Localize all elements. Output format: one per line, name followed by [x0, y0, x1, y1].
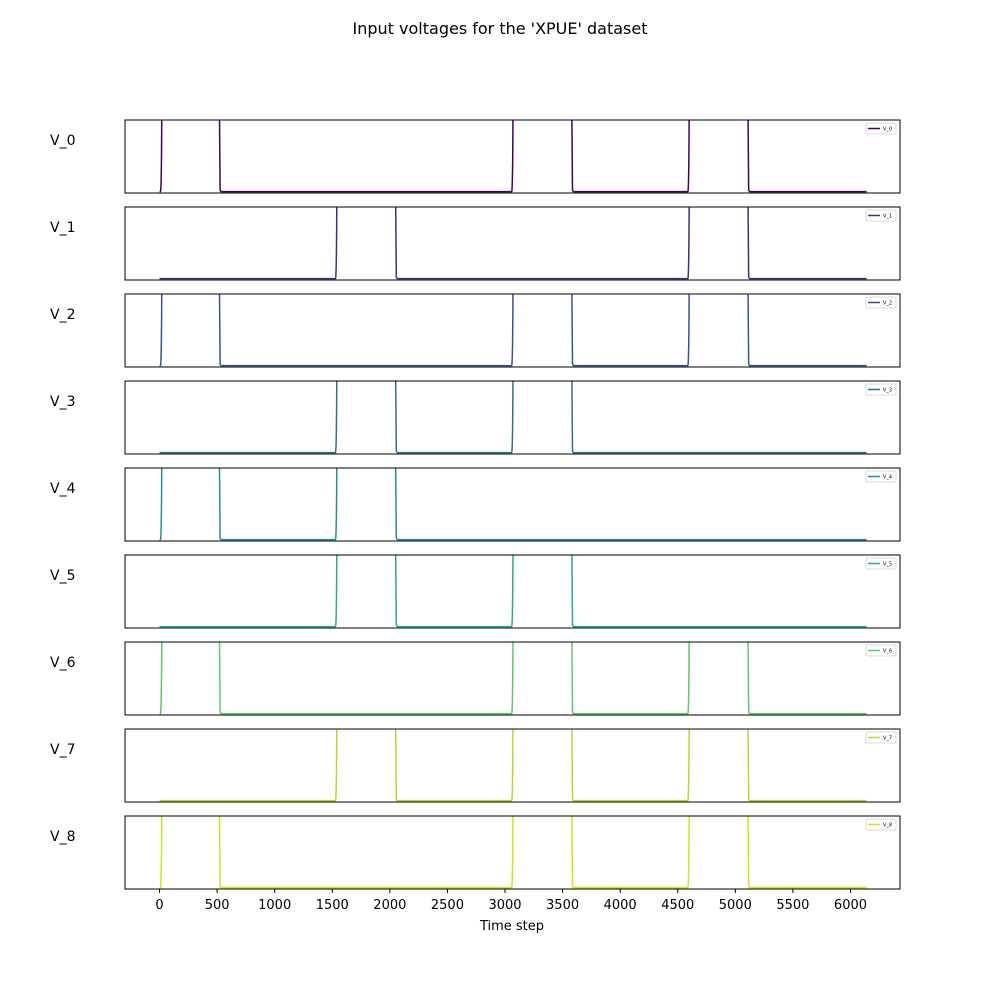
x-axis-label: Time step: [479, 919, 544, 934]
row-label: V_0: [50, 133, 75, 149]
series-line-V_5: [159, 555, 867, 628]
axes-frame: [124, 206, 901, 281]
x-tick-label: 4000: [604, 898, 637, 913]
legend: V_1: [865, 209, 897, 222]
x-tick-label: 3000: [488, 898, 521, 913]
row-label: V_2: [50, 307, 75, 323]
axes-frame: [124, 119, 901, 194]
axes-frame: [124, 728, 901, 803]
axes-frame: [124, 380, 901, 455]
legend-box: [865, 296, 897, 309]
axes-frame: [124, 554, 901, 629]
row-label: V_4: [50, 481, 76, 497]
row-label: V_5: [50, 568, 75, 584]
legend: V_7: [865, 731, 897, 744]
subplot-V_3: V_3 V_3: [50, 380, 901, 455]
x-tick-label: 4500: [661, 898, 694, 913]
legend-label: V_6: [883, 649, 892, 655]
legend-label: V_7: [883, 736, 892, 742]
series-line-V_6: [159, 642, 867, 715]
series-line-V_1: [159, 207, 867, 280]
series-line-V_2: [159, 294, 867, 367]
legend-label: V_5: [883, 562, 892, 568]
legend-box: [865, 383, 897, 396]
legend: V_8: [865, 818, 897, 831]
legend-label: V_3: [883, 388, 892, 394]
legend: V_6: [865, 644, 897, 657]
series-line-V_8: [159, 816, 867, 889]
x-tick-label: 5000: [719, 898, 752, 913]
subplot-V_0: V_0 V_0: [50, 119, 901, 194]
legend-label: V_0: [883, 127, 892, 133]
row-label: V_1: [50, 220, 75, 236]
series-line-V_0: [159, 120, 867, 193]
x-tick-label: 2000: [373, 898, 406, 913]
subplot-V_1: V_1 V_1: [50, 206, 901, 281]
subplot-V_4: V_4 V_4: [50, 467, 901, 542]
x-tick-label: 1000: [258, 898, 291, 913]
x-tick-label: 3500: [546, 898, 579, 913]
legend-box: [865, 818, 897, 831]
legend-box: [865, 209, 897, 222]
subplot-V_5: V_5 V_5: [50, 554, 901, 629]
legend-label: V_4: [883, 475, 892, 481]
legend: V_3: [865, 383, 897, 396]
legend: V_2: [865, 296, 897, 309]
x-axis: 0 500 1000 1500 2000 2500 3000 3500 4000 4500 5000…: [155, 889, 867, 913]
legend-box: [865, 557, 897, 570]
subplot-V_8: V_8 V_8: [50, 815, 901, 890]
row-label: V_8: [50, 829, 75, 845]
series-line-V_3: [159, 381, 867, 454]
subplot-V_2: V_2 V_2: [50, 293, 901, 368]
series-line-V_7: [159, 729, 867, 802]
legend-box: [865, 644, 897, 657]
row-label: V_7: [50, 742, 75, 758]
series-line-V_4: [159, 468, 867, 541]
axes-frame: [124, 467, 901, 542]
legend-box: [865, 470, 897, 483]
x-tick-label: 0: [155, 898, 163, 913]
legend: V_0: [865, 122, 897, 135]
subplot-V_6: V_6 V_6: [50, 641, 901, 716]
x-tick-label: 5500: [776, 898, 809, 913]
legend-label: V_2: [883, 301, 892, 307]
chart-title: Input voltages for the 'XPUE' dataset: [353, 19, 648, 38]
subplot-V_7: V_7 V_7: [50, 728, 901, 803]
legend-label: V_8: [883, 823, 892, 829]
axes-frame: [124, 815, 901, 890]
row-label: V_3: [50, 394, 75, 410]
legend: V_4: [865, 470, 897, 483]
legend-label: V_1: [883, 214, 892, 220]
row-label: V_6: [50, 655, 76, 671]
legend-box: [865, 731, 897, 744]
subplot-stack: V_0V_0V_1V_1V_2V_2V_3V_3V_4V_4V_5V_5V_6V…: [50, 119, 901, 890]
legend: V_5: [865, 557, 897, 570]
x-tick-label: 2500: [431, 898, 464, 913]
x-tick-label: 1500: [316, 898, 349, 913]
axes-frame: [124, 641, 901, 716]
legend-box: [865, 122, 897, 135]
x-tick-label: 500: [205, 898, 230, 913]
x-tick-label: 6000: [834, 898, 867, 913]
axes-frame: [124, 293, 901, 368]
